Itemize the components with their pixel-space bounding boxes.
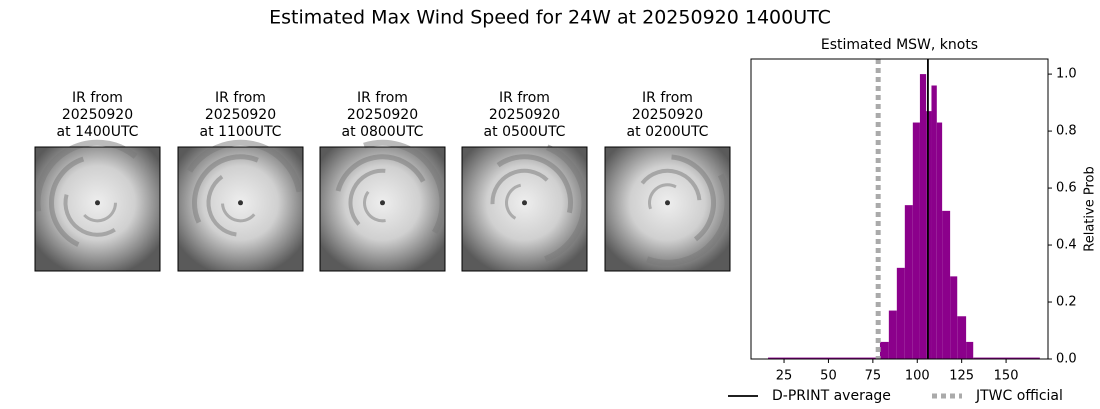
ir-frame bbox=[604, 146, 731, 272]
y-tick-label: 0.4 bbox=[1056, 238, 1077, 253]
spiral-band bbox=[335, 154, 426, 192]
panel-title: 20250920 bbox=[347, 107, 418, 123]
panel-title: 20250920 bbox=[205, 107, 276, 123]
spiral-band bbox=[187, 139, 303, 193]
ir-image bbox=[604, 146, 731, 272]
x-tick-label: 75 bbox=[865, 369, 882, 384]
x-tick-label: 100 bbox=[905, 369, 930, 384]
bar bbox=[896, 267, 905, 359]
ir-image bbox=[461, 144, 588, 272]
y-axis-label: Relative Prob bbox=[1083, 166, 1098, 251]
chart-title: Estimated MSW, knots bbox=[821, 37, 978, 53]
x-tick-label: 150 bbox=[994, 369, 1019, 384]
eye bbox=[665, 200, 670, 206]
legend-label: D-PRINT average bbox=[772, 388, 891, 404]
ir-background bbox=[178, 147, 303, 271]
eye bbox=[522, 200, 527, 206]
eye bbox=[238, 200, 243, 206]
spiral-band bbox=[544, 144, 588, 262]
x-tick-label: 25 bbox=[776, 369, 793, 384]
eye bbox=[380, 200, 385, 206]
spiral-band bbox=[348, 168, 386, 226]
panel-title: 20250920 bbox=[62, 107, 133, 123]
bar bbox=[879, 341, 889, 359]
ir-image bbox=[319, 139, 446, 272]
ir-frame bbox=[34, 146, 161, 272]
y-tick-label: 0.6 bbox=[1056, 181, 1077, 196]
ir-frame bbox=[461, 146, 588, 272]
panel-title: IR from bbox=[215, 90, 266, 106]
bar bbox=[904, 205, 913, 359]
spiral-band bbox=[496, 154, 573, 214]
bar bbox=[973, 357, 1040, 359]
panel-title: 20250920 bbox=[489, 107, 560, 123]
spiral-band bbox=[648, 183, 677, 210]
spiral-band bbox=[490, 168, 549, 205]
spiral-band bbox=[640, 168, 702, 201]
spiral-band bbox=[363, 139, 446, 234]
ir-background bbox=[462, 147, 587, 271]
ir-frame bbox=[319, 146, 446, 272]
ir-background bbox=[35, 147, 160, 271]
bar bbox=[888, 310, 897, 359]
bar bbox=[966, 341, 974, 359]
y-tick-label: 0.0 bbox=[1056, 352, 1077, 367]
spiral-band bbox=[83, 202, 117, 223]
spiral-band bbox=[671, 154, 716, 242]
panel-title: at 1100UTC bbox=[200, 124, 282, 140]
ir-background bbox=[320, 147, 445, 271]
panel-title: 20250920 bbox=[632, 107, 703, 123]
bar bbox=[912, 122, 920, 359]
y-tick-label: 0.8 bbox=[1056, 124, 1077, 139]
ir-image bbox=[177, 139, 304, 272]
y-tick-label: 0.2 bbox=[1056, 295, 1077, 310]
y-tick-label: 1.0 bbox=[1056, 67, 1077, 82]
bar bbox=[768, 357, 880, 359]
spiral-band bbox=[363, 190, 386, 223]
page-title: Estimated Max Wind Speed for 24W at 2025… bbox=[269, 7, 831, 29]
spiral-band bbox=[206, 174, 237, 237]
spiral-band bbox=[646, 173, 731, 266]
panel-title: IR from bbox=[357, 90, 408, 106]
panel-title: IR from bbox=[642, 90, 693, 106]
spiral-band bbox=[192, 154, 259, 224]
plot-frame bbox=[750, 58, 1049, 360]
legend-label: JTWC official bbox=[975, 388, 1063, 404]
bar bbox=[950, 276, 958, 359]
spiral-band bbox=[63, 194, 116, 237]
spiral-band bbox=[505, 183, 522, 220]
ir-image bbox=[34, 139, 161, 272]
bar bbox=[957, 316, 967, 359]
bar bbox=[942, 210, 951, 359]
bar bbox=[936, 122, 943, 359]
panel-title: at 0500UTC bbox=[484, 124, 566, 140]
panel-title: at 0200UTC bbox=[627, 124, 709, 140]
spiral-band bbox=[49, 156, 85, 247]
panel-title: IR from bbox=[499, 90, 550, 106]
panel-title: at 1400UTC bbox=[57, 124, 139, 140]
spiral-band bbox=[221, 203, 256, 223]
eye bbox=[95, 200, 100, 206]
panel-title: IR from bbox=[72, 90, 123, 106]
x-tick-label: 50 bbox=[820, 369, 837, 384]
x-tick-label: 125 bbox=[949, 369, 974, 384]
bar bbox=[919, 74, 927, 359]
panel-title: at 0800UTC bbox=[342, 124, 424, 140]
ir-frame bbox=[177, 146, 304, 272]
bar bbox=[931, 85, 937, 359]
ir-background bbox=[605, 147, 730, 271]
